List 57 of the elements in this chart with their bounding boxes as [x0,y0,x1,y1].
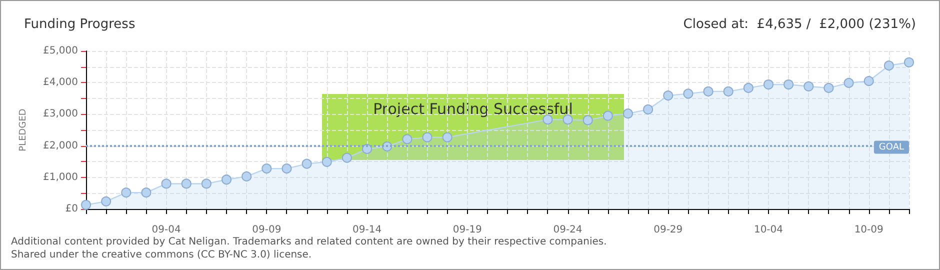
point [442,132,452,142]
x-tick-label: 09-24 [553,224,582,236]
x-tick-label: 09-19 [452,224,482,236]
y-tick-label: £4,000 [43,77,78,88]
point [141,188,152,198]
point [562,114,573,125]
point [81,200,91,210]
point [804,81,814,92]
point [302,158,312,169]
x-tick-label: 09-14 [352,224,382,236]
point [242,171,252,182]
point [342,152,352,163]
point [904,57,914,68]
point [161,178,172,189]
point [362,144,372,154]
y-tick-label: £2,000 [43,140,78,152]
ref-line-label: GOAL [878,142,904,152]
point [663,90,674,101]
point [683,88,694,99]
point [262,164,272,174]
point [763,80,774,90]
y-tick-label: £0 [65,204,78,214]
point [322,156,332,167]
x-tick-label: 10-04 [754,224,784,236]
y-axis-title: PLEDGED [18,108,28,152]
x-tick-label: 10-09 [854,224,884,236]
point [622,108,633,119]
point [222,174,232,185]
point [743,82,754,93]
point [643,104,654,114]
point [582,115,593,126]
point [784,80,794,90]
x-tick-label: 09-29 [654,224,683,236]
text: Additional content provided by Cat Neligan. Trademarks and related content are owned by their respective companies. [11,236,607,248]
y-tick-label: £1,000 [43,172,78,183]
point [402,134,412,144]
point [884,60,894,71]
y-tick-label: £5,000 [43,46,78,56]
point [121,188,132,198]
point [824,82,834,93]
y-tick-label: £3,000 [43,108,78,120]
point [282,164,292,174]
text: Shared under the creative commons (CC BY-NC 3.0) license. [11,250,312,260]
x-tick-label: 09-09 [252,224,282,236]
point [602,110,613,121]
point [864,76,874,86]
chart-title: Funding Progress [24,17,136,32]
point [181,178,192,189]
point [703,86,714,96]
x-tick-label: 09-04 [152,224,181,236]
point [101,196,112,206]
point [542,114,553,125]
point [844,78,854,88]
point [422,132,432,142]
chart-subtitle: Closed at: £4,635 / £2,000 (231%) [683,17,916,32]
point [201,178,212,189]
point [723,86,734,96]
